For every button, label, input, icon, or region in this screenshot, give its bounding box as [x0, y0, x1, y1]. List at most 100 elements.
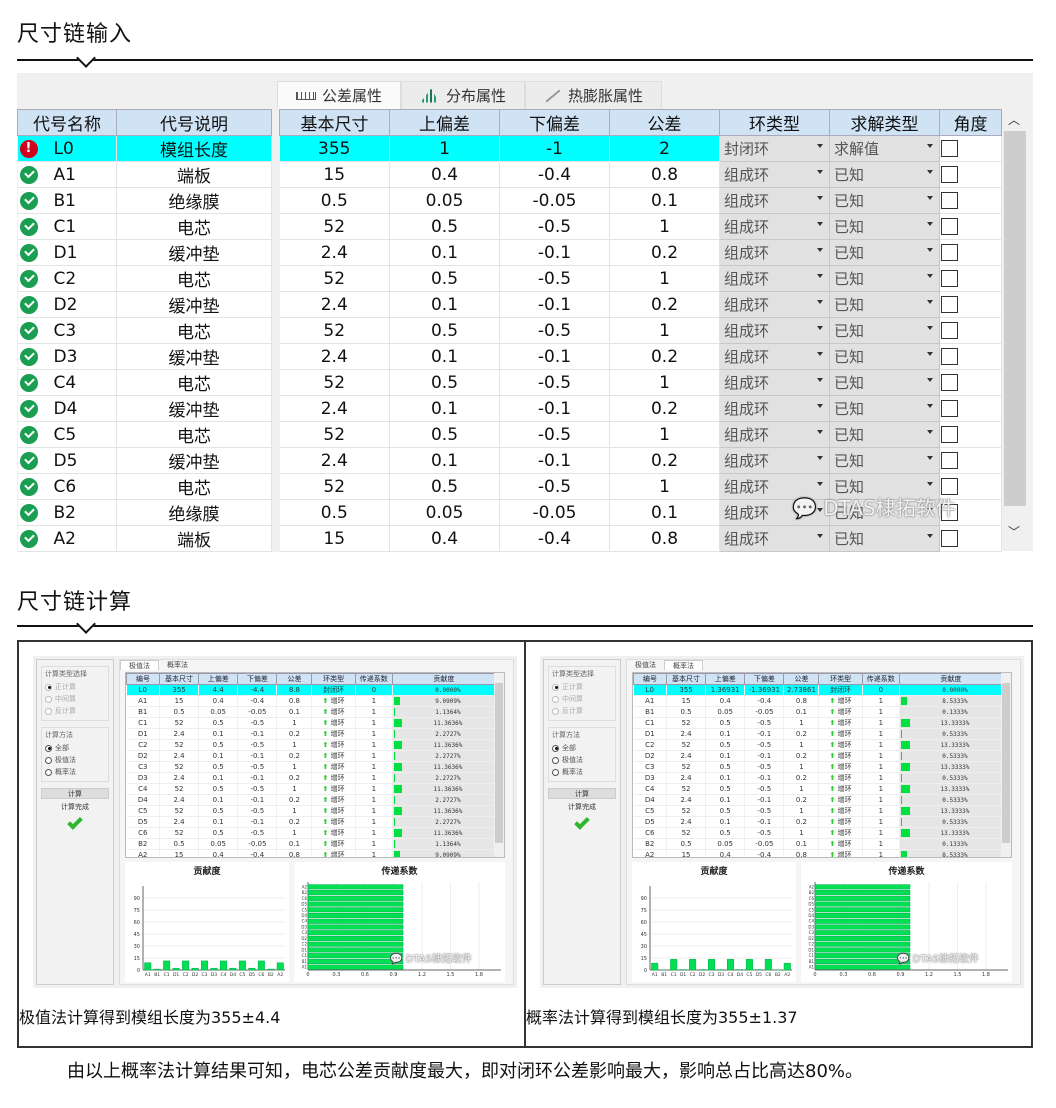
calc-type-radio[interactable]: 正计算: [552, 682, 612, 692]
result-tab[interactable]: 概率法: [664, 660, 703, 670]
ring-type-dropdown[interactable]: 组成环: [719, 525, 830, 552]
results-row[interactable]: C4 52 0.5 -0.5 1 ⬆ 增环 1 13.3333%: [633, 783, 1004, 795]
angle-checkbox[interactable]: [941, 426, 958, 443]
results-row[interactable]: A1 15 0.4 -0.4 0.8 ⬆ 增环 1 8.5333%: [633, 695, 1004, 707]
results-row[interactable]: A1 15 0.4 -0.4 0.8 ⬆ 增环 1 9.0909%: [126, 695, 497, 707]
tolerance-cell[interactable]: 0.2: [609, 343, 720, 370]
calc-type-radio[interactable]: 中间算: [552, 694, 612, 704]
results-col-header[interactable]: 编号: [126, 673, 160, 685]
ring-type-dropdown[interactable]: 组成环: [719, 395, 830, 422]
results-row[interactable]: D3 2.4 0.1 -0.1 0.2 ⬆ 增环 1 0.5333%: [633, 772, 1004, 784]
results-row[interactable]: D2 2.4 0.1 -0.1 0.2 ⬆ 增环 1 0.5333%: [633, 750, 1004, 762]
results-row[interactable]: B1 0.5 0.05 -0.05 0.1 ⬆ 增环 1 1.1364%: [126, 706, 497, 718]
calc-type-radio[interactable]: 正计算: [45, 682, 105, 692]
results-col-header[interactable]: 基本尺寸: [665, 673, 707, 685]
basic-size-cell[interactable]: 52: [279, 265, 390, 292]
results-row[interactable]: D4 2.4 0.1 -0.1 0.2 ⬆ 增环 1 0.5333%: [633, 794, 1004, 806]
ring-type-dropdown[interactable]: 组成环: [719, 265, 830, 292]
solve-type-dropdown[interactable]: 已知: [829, 161, 940, 188]
desc-cell[interactable]: 缓冲垫: [116, 395, 272, 422]
code-cell[interactable]: D2: [53, 294, 78, 315]
lower-dev-cell[interactable]: -0.1: [499, 343, 610, 370]
tolerance-cell[interactable]: 0.1: [609, 187, 720, 214]
tolerance-cell[interactable]: 0.2: [609, 291, 720, 318]
ring-type-dropdown[interactable]: 组成环: [719, 317, 830, 344]
code-cell[interactable]: C5: [53, 424, 77, 445]
col-header-angle[interactable]: 角度: [939, 109, 1002, 136]
tolerance-cell[interactable]: 1: [609, 421, 720, 448]
tolerance-cell[interactable]: 2: [609, 135, 720, 162]
results-col-header[interactable]: 下偏差: [237, 673, 278, 685]
calc-type-radio[interactable]: 中间算: [45, 694, 105, 704]
desc-cell[interactable]: 缓冲垫: [116, 291, 272, 318]
ring-type-dropdown[interactable]: 组成环: [719, 213, 830, 240]
desc-cell[interactable]: 缓冲垫: [116, 447, 272, 474]
results-row[interactable]: D1 2.4 0.1 -0.1 0.2 ⬆ 增环 1 2.2727%: [126, 728, 497, 740]
desc-cell[interactable]: 电芯: [116, 421, 272, 448]
calc-method-radio[interactable]: 概率法: [552, 767, 612, 777]
results-col-header[interactable]: 贡献度: [898, 673, 1004, 685]
angle-checkbox[interactable]: [941, 374, 958, 391]
solve-type-dropdown[interactable]: 求解值: [829, 135, 940, 162]
angle-checkbox[interactable]: [941, 452, 958, 469]
desc-cell[interactable]: 电芯: [116, 317, 272, 344]
results-col-header[interactable]: 传递系数: [354, 673, 393, 685]
table-row[interactable]: C1 电芯 52 0.5 -0.5 1 组成环 已知: [17, 213, 1002, 240]
results-row[interactable]: D5 2.4 0.1 -0.1 0.2 ⬆ 增环 1 0.5333%: [633, 816, 1004, 828]
basic-size-cell[interactable]: 52: [279, 473, 390, 500]
code-cell[interactable]: D3: [53, 346, 78, 367]
desc-cell[interactable]: 端板: [116, 161, 272, 188]
basic-size-cell[interactable]: 2.4: [279, 291, 390, 318]
desc-cell[interactable]: 电芯: [116, 369, 272, 396]
basic-size-cell[interactable]: 52: [279, 213, 390, 240]
tab-thermal-expansion-properties[interactable]: 热膨胀属性: [525, 81, 663, 109]
angle-checkbox[interactable]: [941, 348, 958, 365]
results-row[interactable]: C6 52 0.5 -0.5 1 ⬆ 增环 1 11.3636%: [126, 827, 497, 839]
solve-type-dropdown[interactable]: 已知: [829, 421, 940, 448]
desc-cell[interactable]: 模组长度: [116, 135, 272, 162]
results-col-header[interactable]: 贡献度: [391, 673, 497, 685]
col-header-upper-dev[interactable]: 上偏差: [389, 109, 500, 136]
col-header-ring-type[interactable]: 环类型: [719, 109, 830, 136]
col-header-lower-dev[interactable]: 下偏差: [499, 109, 610, 136]
code-cell[interactable]: C1: [53, 216, 77, 237]
basic-size-cell[interactable]: 2.4: [279, 395, 390, 422]
code-cell[interactable]: B2: [53, 502, 76, 523]
results-row[interactable]: C1 52 0.5 -0.5 1 ⬆ 增环 1 13.3333%: [633, 717, 1004, 729]
solve-type-dropdown[interactable]: 已知: [829, 317, 940, 344]
lower-dev-cell[interactable]: -0.1: [499, 447, 610, 474]
upper-dev-cell[interactable]: 0.05: [389, 187, 500, 214]
table-row[interactable]: B1 绝缘膜 0.5 0.05 -0.05 0.1 组成环 已知: [17, 187, 1002, 214]
results-row[interactable]: C5 52 0.5 -0.5 1 ⬆ 增环 1 13.3333%: [633, 805, 1004, 817]
lower-dev-cell[interactable]: -0.1: [499, 239, 610, 266]
results-col-header[interactable]: 环类型: [818, 673, 863, 685]
upper-dev-cell[interactable]: 0.1: [389, 239, 500, 266]
col-header-basic-size[interactable]: 基本尺寸: [279, 109, 390, 136]
table-row[interactable]: ! L0 模组长度 355 1 -1 2 封闭环 求解值: [17, 135, 1002, 162]
angle-checkbox[interactable]: [941, 478, 958, 495]
results-row[interactable]: C6 52 0.5 -0.5 1 ⬆ 增环 1 13.3333%: [633, 827, 1004, 839]
ring-type-dropdown[interactable]: 组成环: [719, 161, 830, 188]
desc-cell[interactable]: 电芯: [116, 265, 272, 292]
tab-distribution-properties[interactable]: 分布属性: [401, 81, 526, 109]
calculate-button[interactable]: 计算: [548, 788, 616, 799]
results-row[interactable]: A2 15 0.4 -0.4 0.8 ⬆ 增环 1 8.5333%: [633, 849, 1004, 857]
table-row[interactable]: D5 缓冲垫 2.4 0.1 -0.1 0.2 组成环 已知: [17, 447, 1002, 474]
desc-cell[interactable]: 缓冲垫: [116, 239, 272, 266]
results-row[interactable]: D1 2.4 0.1 -0.1 0.2 ⬆ 增环 1 0.5333%: [633, 728, 1004, 740]
lower-dev-cell[interactable]: -0.4: [499, 525, 610, 552]
angle-checkbox[interactable]: [941, 270, 958, 287]
code-cell[interactable]: D4: [53, 398, 78, 419]
upper-dev-cell[interactable]: 0.4: [389, 525, 500, 552]
results-col-header[interactable]: 公差: [783, 673, 820, 685]
tolerance-cell[interactable]: 0.2: [609, 239, 720, 266]
angle-checkbox[interactable]: [941, 192, 958, 209]
tolerance-cell[interactable]: 0.8: [609, 161, 720, 188]
code-cell[interactable]: L0: [53, 138, 74, 159]
table-row[interactable]: A1 端板 15 0.4 -0.4 0.8 组成环 已知: [17, 161, 1002, 188]
angle-checkbox[interactable]: [941, 296, 958, 313]
results-row[interactable]: L0 355 1.36931 -1.36931 2.73861 封闭环 0 0.0000%: [633, 684, 1004, 696]
results-col-header[interactable]: 传递系数: [861, 673, 900, 685]
angle-checkbox[interactable]: [941, 244, 958, 261]
results-row[interactable]: C2 52 0.5 -0.5 1 ⬆ 增环 1 11.3636%: [126, 739, 497, 751]
